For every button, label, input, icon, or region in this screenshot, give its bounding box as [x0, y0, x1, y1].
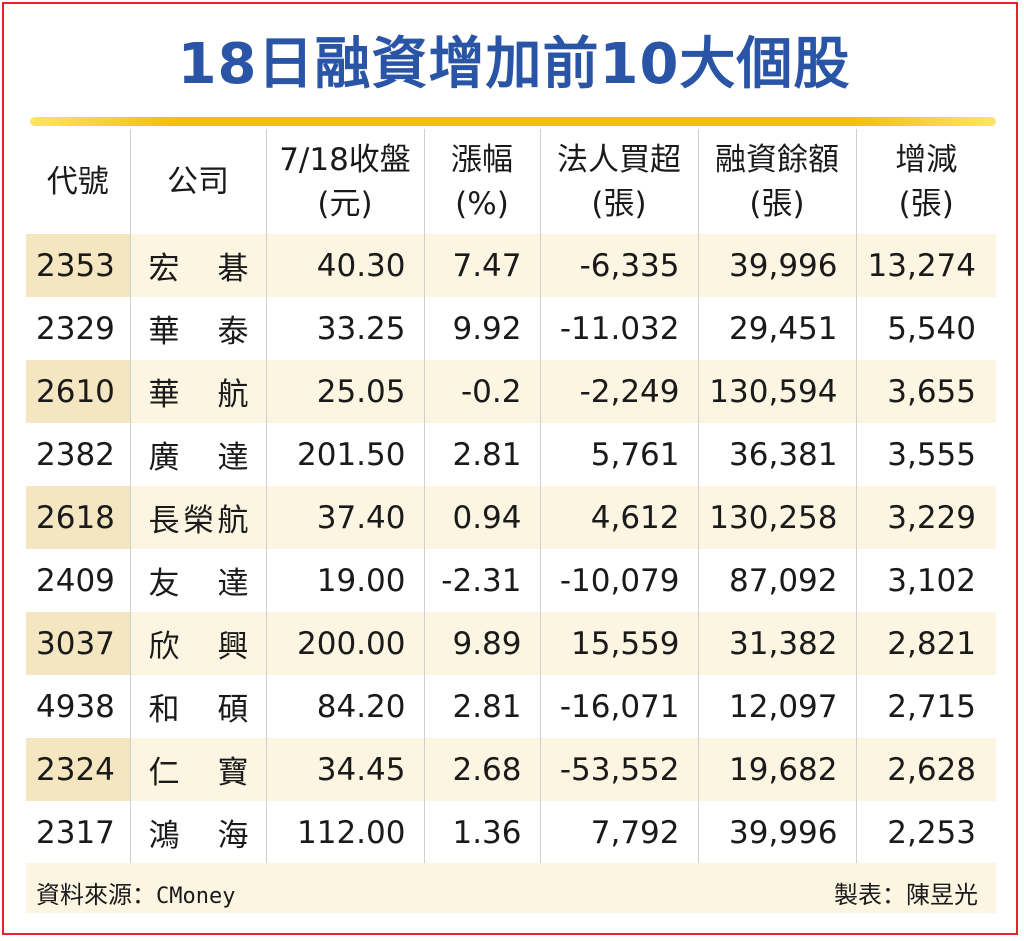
cell-margin-balance: 12,097	[697, 675, 856, 738]
cell-institutional: -16,071	[539, 675, 698, 738]
header-row: 代號 公司 7/18收盤 (元) 漲幅 (%) 法人買超 (張) 融資餘額 (張) 增減…	[26, 129, 996, 234]
table-row: 2317 鴻 海 112.00 1.36 7,792 39,996 2,253	[26, 801, 996, 864]
cell-institutional: -53,552	[539, 738, 698, 801]
cell-close: 34.45	[265, 738, 424, 801]
cell-institutional: 7,792	[539, 801, 698, 864]
cell-pct: -2.31	[423, 549, 540, 612]
cell-company: 宏 碁	[129, 234, 266, 297]
header-code: 代號	[46, 163, 109, 200]
cell-change: 13,274	[855, 234, 996, 297]
cell-close: 84.20	[265, 675, 424, 738]
title-underline	[30, 117, 996, 126]
cell-margin-balance: 39,996	[697, 801, 856, 864]
cell-company: 和 碩	[129, 675, 266, 738]
cell-change: 3,655	[855, 360, 996, 423]
cell-pct: 9.92	[423, 297, 540, 360]
table-row: 2324 仁 寶 34.45 2.68 -53,552 19,682 2,628	[26, 738, 996, 801]
table-row: 2618 長榮航 37.40 0.94 4,612 130,258 3,229	[26, 486, 996, 549]
cell-pct: 0.94	[423, 486, 540, 549]
header-institutional: 法人買超 (張)	[539, 129, 698, 234]
cell-pct: 1.36	[423, 801, 540, 864]
header-margin-balance: 融資餘額 (張)	[697, 129, 856, 234]
stock-table: 代號 公司 7/18收盤 (元) 漲幅 (%) 法人買超 (張) 融資餘額 (張) 增減…	[26, 129, 996, 864]
table-row: 2382 廣 達 201.50 2.81 5,761 36,381 3,555	[26, 423, 996, 486]
header-close: 7/18收盤 (元)	[265, 129, 424, 234]
cell-company: 華 航	[129, 360, 266, 423]
table-row: 2329 華 泰 33.25 9.92 -11.032 29,451 5,540	[26, 297, 996, 360]
page-title: 18日融資增加前10大個股	[177, 32, 851, 97]
cell-code: 2329	[36, 310, 115, 347]
table-row: 3037 欣 興 200.00 9.89 15,559 31,382 2,821	[26, 612, 996, 675]
cell-company: 友 達	[129, 549, 266, 612]
cell-close: 33.25	[265, 297, 424, 360]
cell-institutional: 5,761	[539, 423, 698, 486]
cell-close: 112.00	[265, 801, 424, 864]
header-company: 公司	[129, 129, 266, 234]
cell-change: 2,253	[855, 801, 996, 864]
cell-margin-balance: 19,682	[697, 738, 856, 801]
cell-code: 2382	[36, 436, 115, 473]
table-row: 2409 友 達 19.00 -2.31 -10,079 87,092 3,10…	[26, 549, 996, 612]
cell-change: 2,821	[855, 612, 996, 675]
cell-code: 3037	[26, 612, 130, 675]
cell-company: 長榮航	[129, 486, 266, 549]
cell-institutional: 15,559	[539, 612, 698, 675]
cell-code: 2353	[26, 234, 130, 297]
cell-pct: -0.2	[423, 360, 540, 423]
cell-institutional: -11.032	[539, 297, 698, 360]
cell-change: 2,628	[855, 738, 996, 801]
cell-code: 4938	[36, 688, 115, 725]
cell-close: 37.40	[265, 486, 424, 549]
cell-company: 廣 達	[129, 423, 266, 486]
table-row: 4938 和 碩 84.20 2.81 -16,071 12,097 2,715	[26, 675, 996, 738]
cell-change: 3,229	[855, 486, 996, 549]
cell-code: 2317	[36, 814, 115, 851]
cell-institutional: -10,079	[539, 549, 698, 612]
author-credit: 製表：陳昱光	[834, 881, 978, 909]
cell-pct: 2.81	[423, 423, 540, 486]
cell-company: 欣 興	[129, 612, 266, 675]
table-row: 2610 華 航 25.05 -0.2 -2,249 130,594 3,655	[26, 360, 996, 423]
cell-company: 鴻 海	[129, 801, 266, 864]
cell-change: 3,102	[855, 549, 996, 612]
cell-institutional: -2,249	[539, 360, 698, 423]
cell-company: 仁 寶	[129, 738, 266, 801]
cell-change: 5,540	[855, 297, 996, 360]
cell-code: 2409	[36, 562, 115, 599]
cell-close: 25.05	[265, 360, 424, 423]
cell-institutional: 4,612	[539, 486, 698, 549]
cell-margin-balance: 29,451	[697, 297, 856, 360]
cell-code: 2618	[26, 486, 130, 549]
cell-company: 華 泰	[129, 297, 266, 360]
cell-code: 2324	[26, 738, 130, 801]
cell-close: 19.00	[265, 549, 424, 612]
cell-institutional: -6,335	[539, 234, 698, 297]
cell-pct: 7.47	[423, 234, 540, 297]
cell-margin-balance: 130,258	[697, 486, 856, 549]
header-change: 增減 (張)	[855, 129, 996, 234]
header-pct: 漲幅 (%)	[423, 129, 540, 234]
table-row: 2353 宏 碁 40.30 7.47 -6,335 39,996 13,274	[26, 234, 996, 297]
cell-margin-balance: 87,092	[697, 549, 856, 612]
cell-margin-balance: 31,382	[697, 612, 856, 675]
cell-margin-balance: 36,381	[697, 423, 856, 486]
cell-close: 201.50	[265, 423, 424, 486]
cell-margin-balance: 130,594	[697, 360, 856, 423]
cell-pct: 2.68	[423, 738, 540, 801]
cell-margin-balance: 39,996	[697, 234, 856, 297]
footer-bar: 資料來源：CMoney 製表：陳昱光	[26, 863, 996, 913]
cell-pct: 2.81	[423, 675, 540, 738]
cell-code: 2610	[26, 360, 130, 423]
cell-change: 3,555	[855, 423, 996, 486]
cell-pct: 9.89	[423, 612, 540, 675]
source-note: 資料來源：CMoney	[36, 881, 236, 909]
cell-close: 40.30	[265, 234, 424, 297]
cell-change: 2,715	[855, 675, 996, 738]
cell-close: 200.00	[265, 612, 424, 675]
